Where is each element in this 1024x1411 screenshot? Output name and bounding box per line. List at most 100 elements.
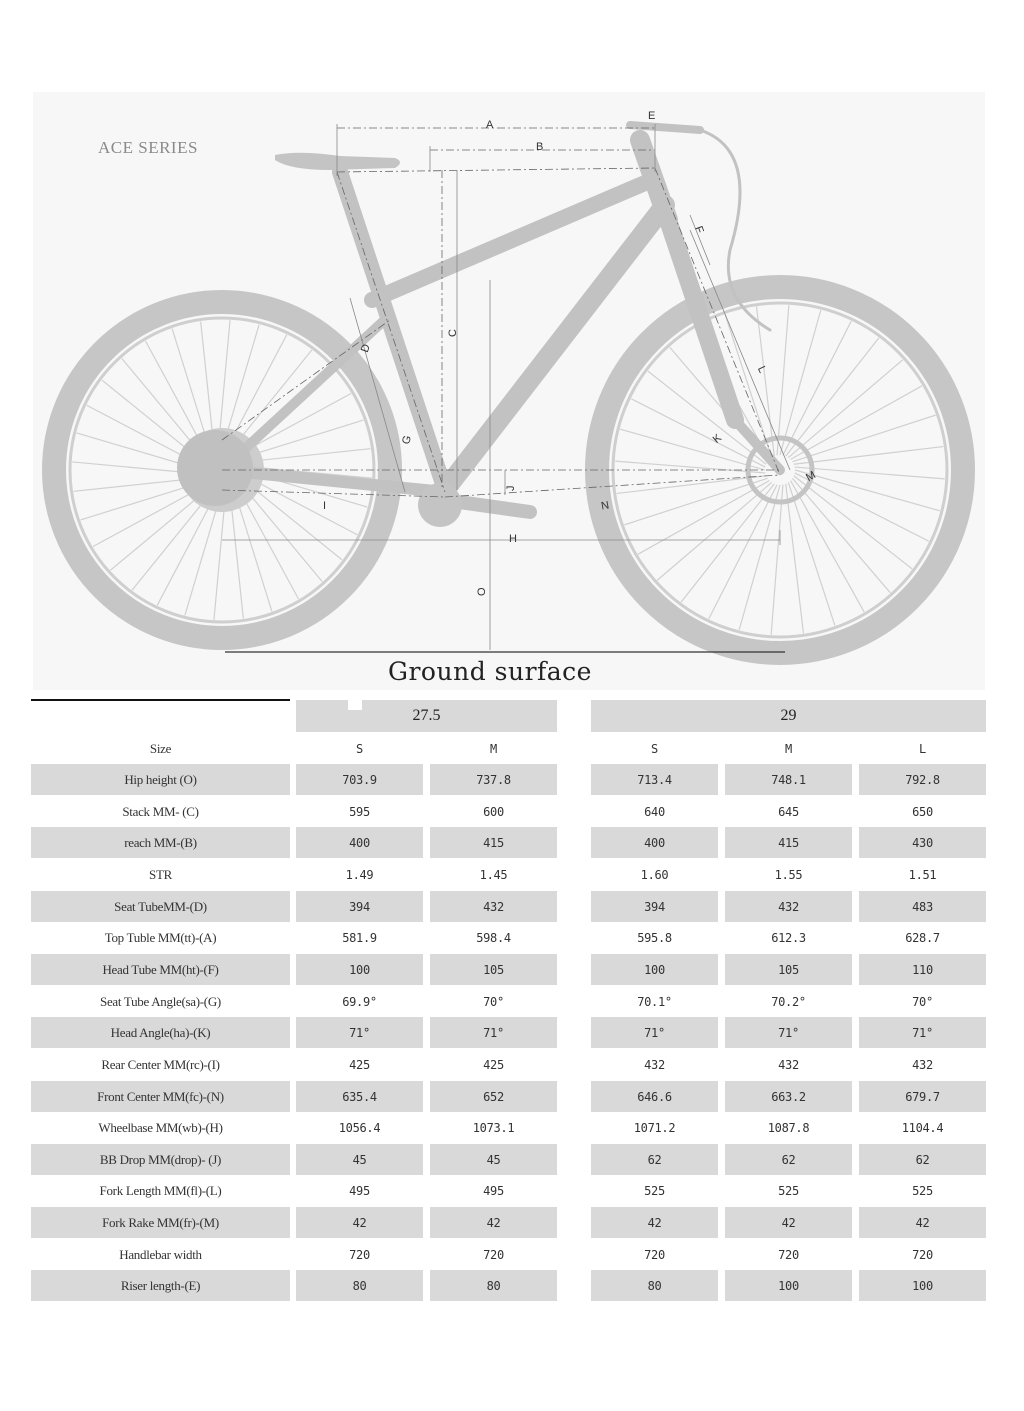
spoke — [637, 480, 770, 555]
spoke — [785, 483, 805, 634]
row-label: Rear Center MM(rc)-(I) — [101, 1056, 220, 1072]
table-cell: 71° — [859, 1017, 986, 1048]
table-cell: 720 — [644, 1247, 665, 1262]
saddle — [275, 152, 400, 170]
table-cell: 703.9 — [296, 764, 423, 795]
table-cell: 720 — [349, 1247, 370, 1262]
wheel-size-27-5-header: 27.5 — [296, 700, 557, 732]
chainring — [418, 483, 462, 527]
table-cell: 640 — [644, 804, 665, 819]
table-cell: 720 — [778, 1247, 799, 1262]
spoke — [647, 370, 767, 465]
spoke — [792, 477, 891, 594]
table-cell: 600 — [483, 804, 504, 819]
table-cell: 737.8 — [430, 764, 557, 795]
table-cell: 100 — [725, 1270, 852, 1301]
table-cell: 400 — [296, 827, 423, 858]
table-cell: 646.6 — [591, 1081, 718, 1112]
table-cell: 1.51 — [908, 867, 937, 882]
table-cell: 394 — [296, 891, 423, 922]
table-cell: 415 — [725, 827, 852, 858]
table-cell: 80 — [591, 1270, 718, 1301]
table-cell: 645 — [778, 804, 799, 819]
table-cell: 598.4 — [476, 930, 511, 945]
table-cell: 45 — [430, 1144, 557, 1175]
row-label: reach MM-(B) — [31, 827, 290, 858]
table-cell: 425 — [483, 1057, 504, 1072]
table-cell: 713.4 — [591, 764, 718, 795]
ground-surface-label: Ground surface — [388, 657, 592, 686]
size-column-header: M — [490, 741, 497, 756]
letter-i: I — [323, 500, 326, 512]
table-cell: 1.49 — [345, 867, 374, 882]
table-cell: 432 — [725, 891, 852, 922]
spoke — [738, 484, 781, 631]
spoke — [794, 466, 945, 480]
spoke — [615, 460, 766, 474]
table-cell: 1056.4 — [338, 1120, 381, 1135]
spoke — [794, 469, 941, 512]
row-label: Front Center MM(fc)-(N) — [31, 1081, 290, 1112]
letter-o: O — [476, 587, 488, 596]
spoke — [656, 482, 773, 581]
table-cell: 425 — [349, 1057, 370, 1072]
spoke — [779, 309, 822, 456]
letter-n: N — [600, 499, 610, 512]
spoke — [787, 359, 904, 458]
spoke — [790, 480, 865, 613]
wheel-size-29-header: 29 — [591, 700, 986, 732]
table-cell: 581.9 — [342, 930, 377, 945]
table-cell: 1.55 — [774, 867, 803, 882]
spoke — [619, 428, 766, 471]
table-cell: 720 — [483, 1247, 504, 1262]
table-cell: 80 — [430, 1270, 557, 1301]
table-cell: 525 — [778, 1183, 799, 1198]
letter-a: A — [486, 119, 494, 131]
table-cell: 394 — [591, 891, 718, 922]
table-cell: 70.1° — [637, 994, 672, 1009]
size-column-header: S — [356, 741, 363, 756]
letter-e: E — [648, 110, 655, 122]
table-cell: 105 — [725, 954, 852, 985]
row-label: BB Drop MM(drop)- (J) — [31, 1144, 290, 1175]
table-cell: 100 — [296, 954, 423, 985]
size-column-header: S — [651, 741, 658, 756]
letter-g: G — [400, 434, 414, 445]
table-cell: 415 — [430, 827, 557, 858]
row-label: STR — [149, 866, 172, 882]
letter-l: L — [755, 364, 768, 375]
table-cell: 628.7 — [905, 930, 940, 945]
table-cell: 432 — [644, 1057, 665, 1072]
spoke — [792, 414, 936, 463]
series-title: ACE SERIES — [98, 138, 198, 157]
table-cell: 42 — [725, 1207, 852, 1238]
table-cell: 71° — [591, 1017, 718, 1048]
bike-geometry-diagram: A B C D E F G H I J K L M N O — [33, 92, 985, 690]
row-label: Stack MM- (C) — [122, 803, 199, 819]
table-cell: 62 — [725, 1144, 852, 1175]
table-cell: 45 — [296, 1144, 423, 1175]
row-label: Fork Rake MM(fr)-(M) — [31, 1207, 290, 1238]
table-cell: 69.9° — [342, 994, 377, 1009]
table-cell: 525 — [912, 1183, 933, 1198]
row-label: Hip height (O) — [31, 764, 290, 795]
table-cell: 432 — [912, 1057, 933, 1072]
spoke — [782, 320, 852, 456]
size-header: Size — [149, 740, 172, 756]
spoke — [787, 482, 836, 626]
spoke — [616, 475, 767, 495]
table-cell: 525 — [644, 1183, 665, 1198]
spoke — [680, 483, 775, 603]
spoke — [776, 305, 790, 456]
table-cell: 650 — [912, 804, 933, 819]
table-cell: 1087.8 — [767, 1120, 810, 1135]
group-label: 29 — [780, 707, 797, 724]
table-cell: 652 — [430, 1081, 557, 1112]
spoke — [785, 337, 880, 457]
cassette — [177, 430, 253, 506]
table-cell: 595 — [349, 804, 370, 819]
row-label: Fork Length MM(fl)-(L) — [99, 1182, 222, 1198]
table-cell: 100 — [591, 954, 718, 985]
dimension-lines — [221, 127, 781, 498]
size-column-header: M — [785, 741, 792, 756]
